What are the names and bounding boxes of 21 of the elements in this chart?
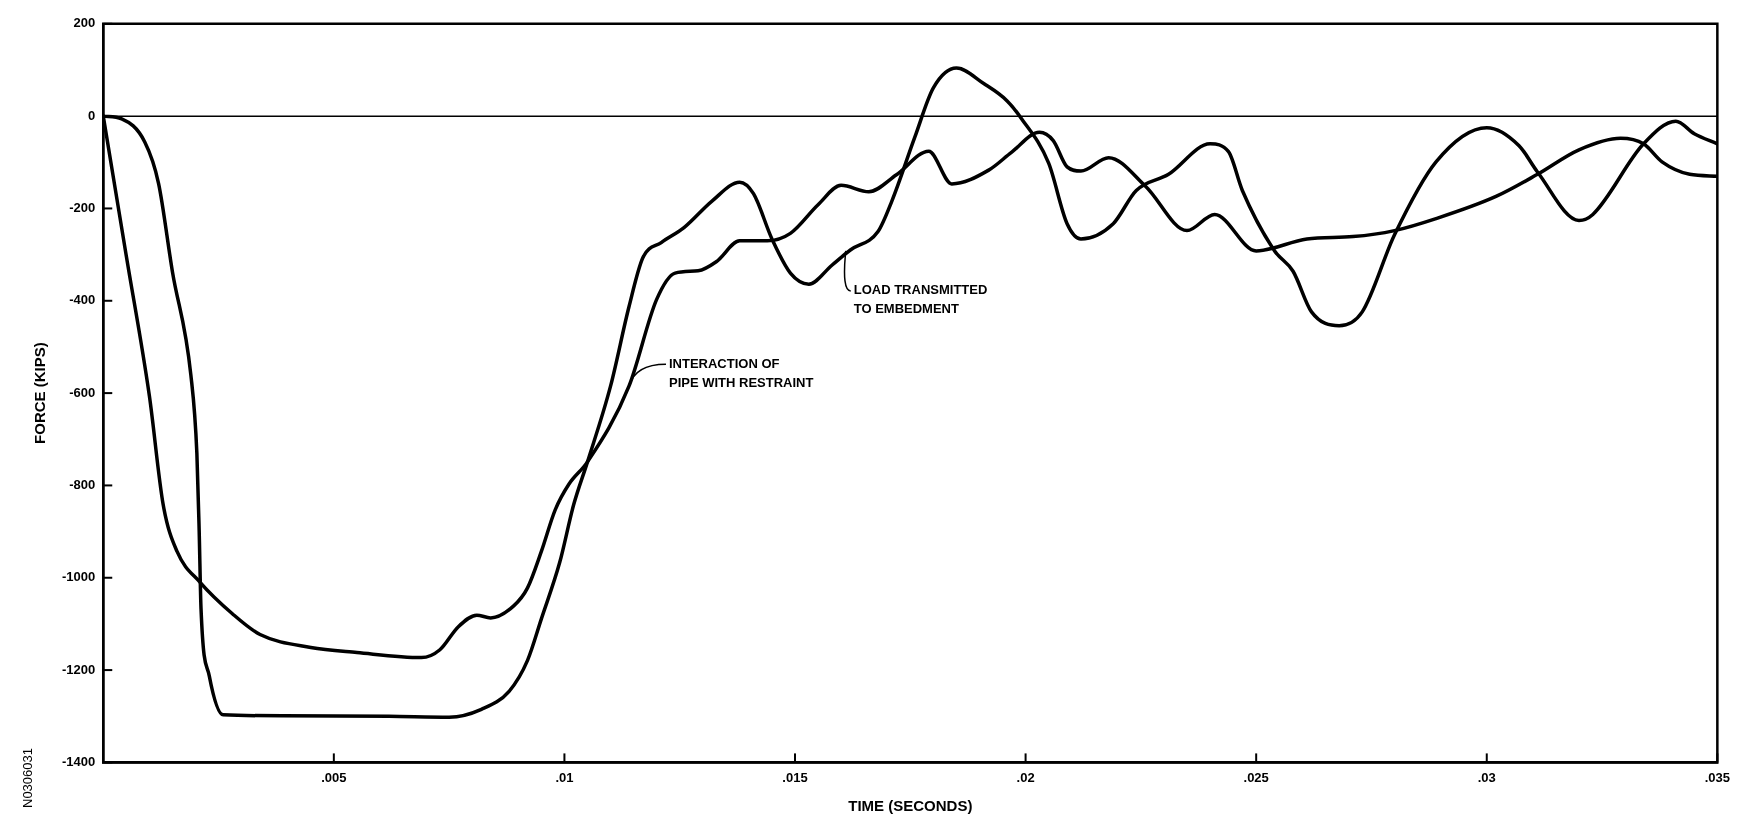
y-tick-label: -1000	[62, 569, 96, 585]
y-tick-label: -600	[69, 384, 96, 400]
x-tick-label: .035	[1704, 769, 1731, 785]
y-tick-label: -200	[69, 200, 96, 216]
text: N0306031	[19, 748, 35, 808]
x-tick-label: .01	[555, 769, 574, 785]
x-tick-label: .03	[1477, 769, 1496, 785]
y-axis-title: FORCE (KIPS)	[31, 342, 49, 444]
y-tick-label: -800	[69, 477, 96, 492]
y-tick-label: -1200	[62, 661, 96, 677]
x-tick-label: .015	[782, 769, 808, 785]
x-tick-label: .02	[1016, 769, 1035, 785]
y-tick-label: -400	[69, 292, 96, 308]
annotation: LOAD TRANSMITTED TO EMBEDMENT	[853, 282, 988, 317]
y-tick-label: -1400	[62, 753, 96, 769]
x-axis-title: TIME (SECONDS)	[848, 797, 973, 815]
y-tick-label: 200	[73, 15, 96, 31]
x-tick-label: .025	[1243, 769, 1269, 785]
annotation: INTERACTION OF PIPE WITH RESTRAINT	[668, 355, 814, 390]
x-tick-label: .005	[321, 769, 347, 785]
y-tick-label: 0	[88, 107, 96, 123]
